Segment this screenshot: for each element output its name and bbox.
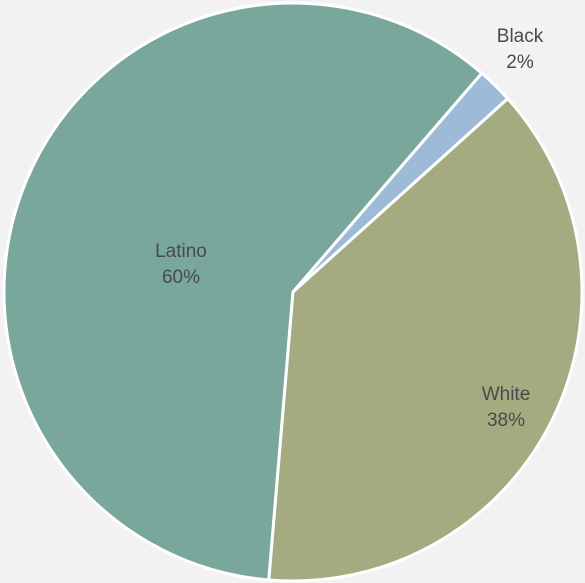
pie-slice-latino <box>2 1 484 582</box>
slice-value-latino: 60% <box>162 267 200 288</box>
pie-labels: Latino 60% Black 2% White 38% <box>155 26 544 431</box>
slice-value-white: 38% <box>487 410 525 431</box>
slice-label-latino: Latino <box>155 241 207 262</box>
slice-label-black: Black <box>497 26 544 47</box>
pie-slice-white <box>267 96 584 583</box>
slice-label-white: White <box>482 384 531 405</box>
slice-value-black: 2% <box>506 52 534 73</box>
